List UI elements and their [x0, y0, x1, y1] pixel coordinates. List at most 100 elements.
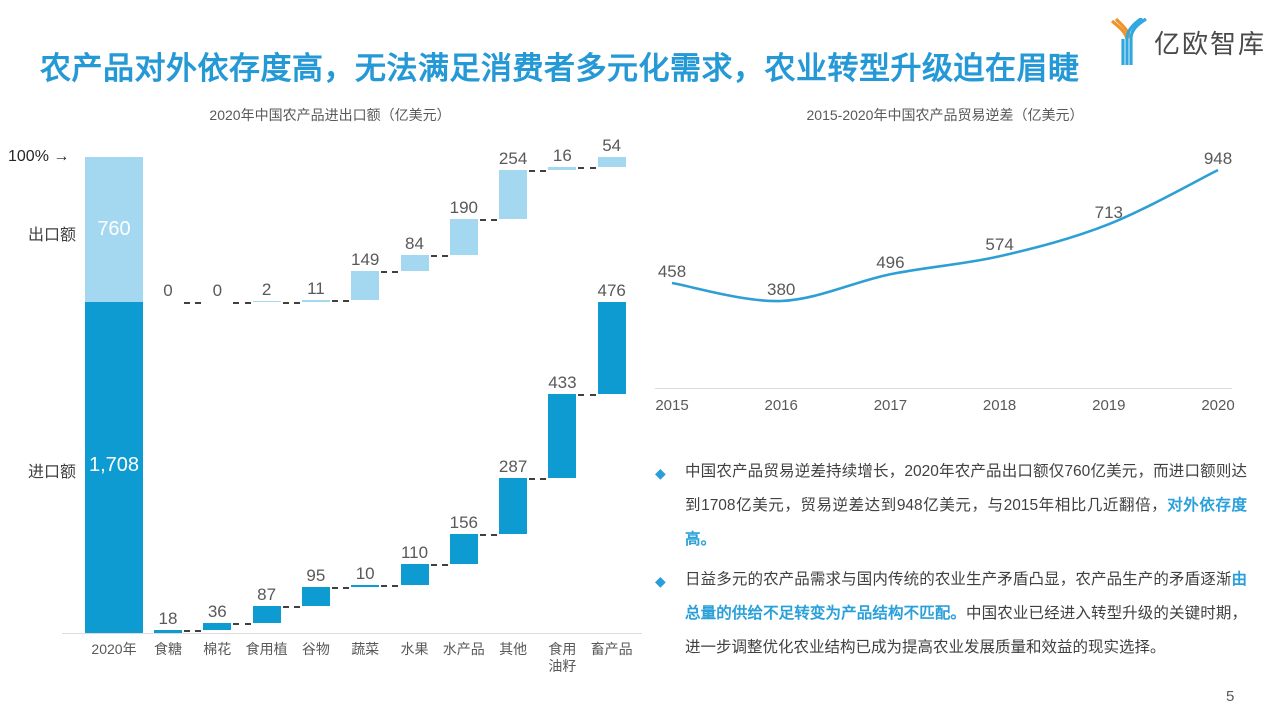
export-value-label: 2	[261, 280, 272, 299]
year-label: 2020	[1201, 397, 1235, 414]
waterfall-export-bar	[400, 255, 429, 272]
diamond-bullet-icon: ◆	[655, 573, 666, 589]
line-point-label: 380	[767, 279, 796, 299]
line-point-label: 948	[1203, 149, 1233, 168]
export-value-label: 16	[552, 146, 572, 166]
bullet-1-text: 中国农产品贸易逆差持续增长，2020年农产品出口额仅760亿美元，而进口额则达到…	[655, 455, 1247, 557]
connector-line	[233, 622, 251, 625]
line-point-label: 713	[1094, 203, 1123, 223]
diamond-bullet-icon: ◆	[655, 465, 666, 481]
year-label: 2016	[764, 397, 798, 414]
waterfall-export-bar	[548, 167, 577, 171]
bullet-2-post: 中国农业已经进入转型升级的关键时期，进一步调整优化农业结构已成为提高农业发展质量…	[685, 605, 1247, 656]
connector-line	[529, 170, 547, 173]
waterfall-import-bar	[154, 629, 182, 633]
total-import-value: 1,708	[88, 454, 140, 476]
export-value-label: 54	[602, 136, 622, 155]
connector-line	[184, 302, 202, 304]
bullet-2-highlight: 由总量的供给不足转变为产品结构不匹配。	[685, 571, 1247, 622]
waterfall-import-bar	[449, 533, 478, 564]
category-label: 食用油籽	[548, 641, 577, 674]
connector-line	[381, 271, 399, 274]
connector-line	[184, 629, 202, 632]
hundred-percent-label: 100% →	[8, 148, 70, 165]
bullet-1-highlight: 对外依存度高。	[685, 497, 1247, 548]
waterfall-import-bar	[203, 622, 232, 630]
waterfall-import-bar	[301, 587, 330, 606]
bullet-1-pre: 中国农产品贸易逆差持续增长，2020年农产品出口额仅760亿美元，而进口额则达到…	[685, 463, 1247, 514]
import-value-label: 110	[400, 543, 429, 562]
bullet-2-pre: 日益多元的农产品需求与国内传统的农业生产矛盾凸显，农产品生产的矛盾逐渐	[685, 571, 1232, 588]
connector-line	[578, 167, 596, 170]
connector-line	[430, 255, 448, 258]
total-export-bar: 760	[85, 157, 143, 302]
waterfall-chart: 2020年 0 0 2 11 149 84 190 254 16 54 18 36 87 95 10 110 15…	[91, 136, 633, 674]
category-label: 棉花	[203, 641, 232, 657]
export-value-label: 190	[449, 197, 478, 217]
connector-line	[331, 299, 350, 302]
category-label: 谷物	[301, 641, 330, 657]
waterfall-export-bar	[449, 218, 478, 256]
connector-line	[529, 478, 547, 481]
export-side-label: 出口额	[27, 227, 76, 244]
category-label: 畜产品	[590, 641, 633, 657]
left-chart-title: 2020年中国农产品进出口额（亿美元）	[209, 107, 451, 123]
import-value-label: 10	[355, 564, 375, 584]
category-label: 食糖	[154, 641, 182, 657]
right-chart-title: 2015-2020年中国农产品贸易逆差（亿美元）	[806, 107, 1084, 123]
import-value-label: 476	[597, 281, 626, 300]
connector-line	[331, 587, 350, 590]
total-category-label: 2020年	[91, 641, 137, 657]
year-label: 2018	[982, 397, 1017, 414]
bullet-2-text: 日益多元的农产品需求与国内传统的农业生产矛盾凸显，农产品生产的矛盾逐渐由总量的供…	[655, 563, 1247, 665]
export-value-label: 0	[163, 281, 173, 300]
import-value-label: 95	[306, 566, 326, 586]
connector-line	[233, 302, 251, 304]
category-label: 食用植	[245, 641, 288, 657]
waterfall-export-bar	[252, 301, 281, 302]
trade-deficit-line-chart	[671, 168, 1219, 303]
connector-line	[282, 301, 300, 304]
bullet-item-1: ◆ 中国农产品贸易逆差持续增长，2020年农产品出口额仅760亿美元，而进口额则…	[655, 455, 1247, 557]
waterfall-import-bar	[597, 302, 626, 395]
category-label: 其他	[499, 641, 528, 657]
category-label: 蔬菜	[351, 641, 380, 657]
waterfall-import-bar	[351, 585, 380, 588]
waterfall-import-bar	[548, 394, 577, 479]
connector-line	[578, 394, 596, 397]
right-chart-axis	[655, 388, 1232, 389]
connector-line	[282, 605, 300, 608]
import-value-label: 87	[257, 584, 277, 604]
export-value-label: 254	[498, 149, 528, 169]
export-value-label: 84	[405, 234, 424, 254]
logo: 亿欧智库	[1108, 18, 1266, 66]
category-label: 水果	[400, 641, 429, 657]
waterfall-export-bar	[597, 157, 626, 168]
waterfall-export-bar	[301, 299, 330, 302]
left-chart-axis	[62, 633, 642, 634]
import-side-label: 进口额	[27, 464, 76, 481]
waterfall-import-bar	[400, 564, 429, 586]
export-value-label: 0	[212, 281, 223, 300]
year-label: 2017	[873, 397, 908, 414]
deficit-line	[671, 168, 1219, 303]
export-value-label: 149	[351, 250, 380, 270]
connector-line	[381, 585, 399, 588]
import-value-label: 287	[498, 457, 528, 477]
eo-logo-icon	[1110, 18, 1147, 65]
connector-line	[479, 218, 498, 221]
total-export-value: 760	[97, 218, 131, 240]
page-number: 5	[1226, 688, 1235, 705]
line-point-label: 496	[876, 253, 905, 273]
year-label: 2019	[1092, 397, 1126, 414]
connector-line	[479, 533, 498, 536]
waterfall-import-bar	[499, 478, 528, 534]
import-value-label: 156	[449, 512, 478, 532]
page-title: 农产品对外依存度高，无法满足消费者多元化需求，农业转型升级迫在眉睫	[40, 50, 1080, 86]
total-import-bar: 1,708	[85, 302, 143, 633]
import-value-label: 36	[207, 601, 227, 621]
year-label: 2015	[655, 397, 689, 414]
bullet-item-2: ◆ 日益多元的农产品需求与国内传统的农业生产矛盾凸显，农产品生产的矛盾逐渐由总量…	[655, 563, 1247, 665]
line-point-label: 458	[657, 262, 687, 281]
line-point-label: 574	[985, 235, 1014, 255]
